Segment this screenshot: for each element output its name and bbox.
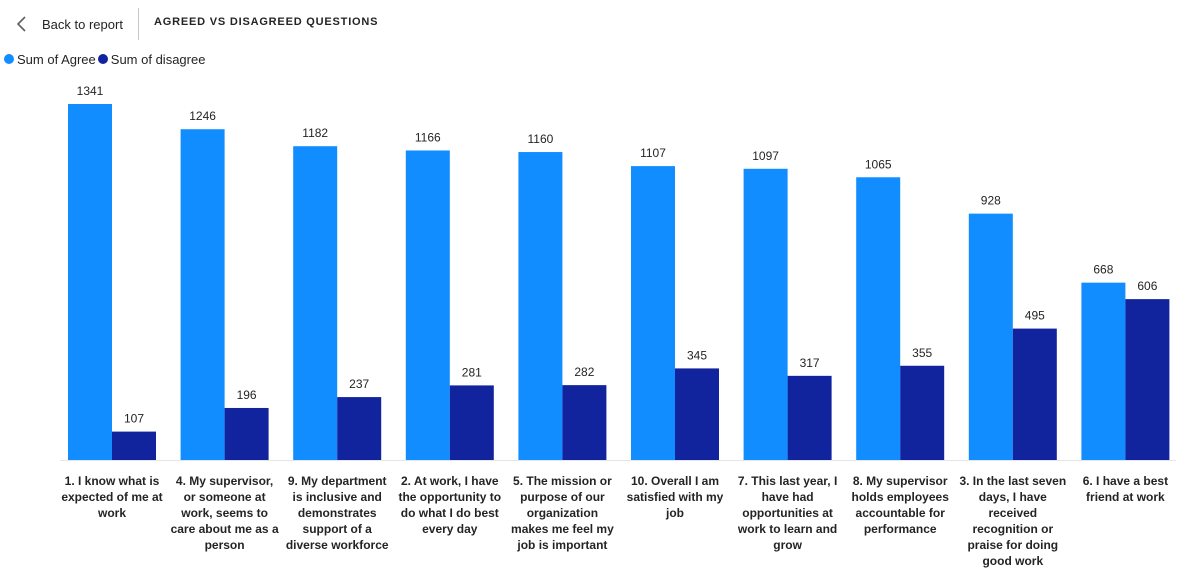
back-to-report-label: Back to report — [42, 16, 123, 32]
bar-agree[interactable] — [293, 146, 338, 460]
category-group: 668 606 6. I have a best friend at work — [1081, 263, 1170, 504]
header-divider — [138, 8, 139, 40]
bar-disagree[interactable] — [449, 385, 494, 460]
data-label-disagree: 196 — [237, 388, 257, 402]
data-label-agree: 668 — [1093, 263, 1113, 277]
bar-agree[interactable] — [631, 166, 675, 461]
bar-disagree[interactable] — [337, 397, 382, 460]
data-label-agree: 1097 — [752, 149, 779, 163]
data-label-disagree: 237 — [349, 377, 369, 391]
chevron-left-icon — [16, 16, 26, 32]
category-label: 5. The mission or purpose of our organizat… — [511, 474, 614, 552]
category-label: 10. Overall I am satisfied with my job — [627, 474, 724, 520]
data-label-agree: 1065 — [865, 157, 892, 171]
bar-disagree[interactable] — [900, 365, 945, 460]
data-label-agree: 1246 — [189, 109, 216, 123]
legend-marker-agree — [4, 54, 14, 64]
category-label: 3. In the last seven days, I have received… — [959, 474, 1066, 568]
category-group: 1065 355 8. My supervisor holds employees ac… — [852, 157, 950, 536]
legend-item-agree[interactable]: Sum of Agree — [4, 52, 96, 67]
data-label-agree: 1107 — [640, 146, 666, 160]
bar-disagree[interactable] — [1125, 299, 1170, 460]
legend-item-disagree[interactable]: Sum of disagree — [97, 51, 206, 67]
bar-agree[interactable] — [518, 152, 563, 460]
data-label-disagree: 345 — [687, 348, 707, 362]
data-label-agree: 1166 — [415, 130, 441, 144]
legend-label-agree: Sum of Agree — [17, 51, 96, 67]
category-label: 4. My supervisor, or someone at work, seem… — [171, 474, 279, 552]
bar-agree[interactable] — [180, 129, 225, 461]
bar-agree[interactable] — [743, 168, 788, 460]
data-label-disagree: 355 — [912, 346, 932, 360]
data-label-agree: 928 — [981, 194, 1001, 208]
bar-agree[interactable] — [856, 177, 901, 460]
back-to-report-button[interactable]: Back to report — [12, 12, 123, 36]
data-label-disagree: 317 — [800, 356, 820, 370]
bar-agree[interactable] — [405, 150, 450, 460]
category-group: 928 495 3. In the last seven days, I have re… — [959, 194, 1066, 568]
bar-agree[interactable] — [968, 213, 1013, 460]
category-group: 1341 107 1. I know what is expected of me a… — [61, 84, 162, 520]
legend-marker-disagree — [97, 54, 108, 64]
category-label: 9. My department is inclusive and demonstr… — [286, 474, 389, 552]
category-label: 2. At work, I have the opportunity to do w… — [398, 474, 501, 536]
legend: Sum of Agree Sum of disagree — [4, 50, 207, 68]
bar-agree[interactable] — [1081, 282, 1126, 460]
page-title: AGREED VS DISAGREED QUESTIONS — [154, 16, 379, 28]
category-group: 1160 282 5. The mission or purpose of our or… — [511, 132, 614, 552]
data-label-agree: 1160 — [527, 132, 553, 146]
category-label: 1. I know what is expected of me at work — [61, 474, 162, 520]
data-label-disagree: 606 — [1137, 279, 1157, 293]
bar-agree[interactable] — [68, 104, 112, 460]
header: Back to report AGREED VS DISAGREED QUEST… — [0, 0, 1193, 44]
bar-disagree[interactable] — [787, 375, 832, 460]
category-group: 1182 237 9. My department is inclusive and d… — [286, 126, 389, 552]
bar-disagree[interactable] — [112, 431, 156, 460]
category-label: 8. My supervisor holds employees accountab… — [852, 474, 950, 536]
data-label-disagree: 107 — [124, 412, 144, 426]
bar-disagree[interactable] — [675, 368, 719, 460]
category-group: 1107 345 10. Overall I am satisfied with my… — [627, 146, 724, 520]
data-label-disagree: 495 — [1025, 309, 1045, 323]
category-group: 1246 196 4. My supervisor, or someone at wor… — [171, 109, 279, 552]
legend-label-disagree: Sum of disagree — [110, 51, 206, 67]
category-label: 6. I have a best friend at work — [1083, 474, 1168, 504]
bar-disagree[interactable] — [224, 407, 269, 460]
data-label-agree: 1182 — [302, 126, 328, 140]
bar-disagree[interactable] — [562, 385, 607, 460]
bar-disagree[interactable] — [1012, 328, 1057, 460]
data-label-agree: 1341 — [77, 84, 104, 98]
category-group: 1166 281 2. At work, I have the opportunity… — [398, 130, 501, 536]
data-label-disagree: 282 — [574, 365, 594, 379]
data-label-disagree: 281 — [462, 365, 482, 379]
